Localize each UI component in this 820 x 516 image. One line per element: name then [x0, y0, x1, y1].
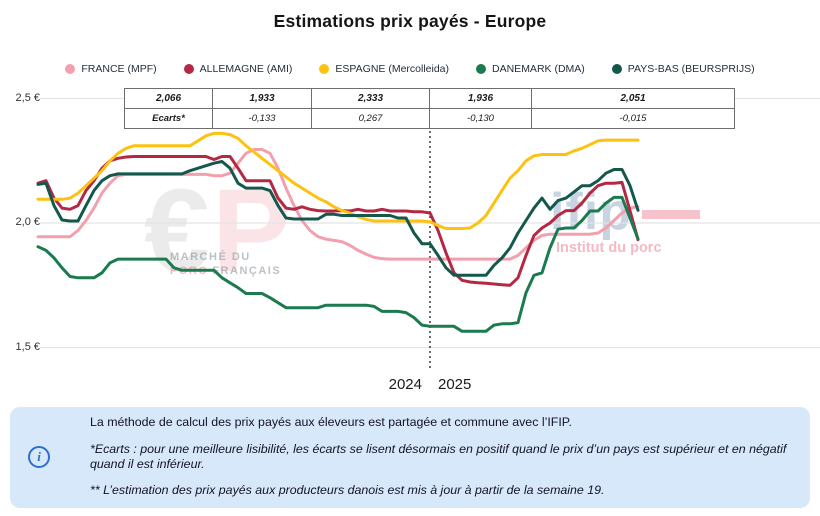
ecarts-label: Ecarts* — [124, 108, 213, 129]
ifip-logo: ifip — [550, 183, 632, 241]
mpf-watermark-p-icon: P — [212, 165, 291, 297]
price-chart — [36, 97, 820, 368]
ecart-paysbas: -0,015 — [531, 108, 735, 129]
x-label-2024: 2024 — [388, 376, 422, 393]
ifip-subtitle: Institut du porc — [556, 240, 662, 256]
mpf-watermark-line2b: FRANÇAIS — [207, 265, 282, 277]
mpf-watermark-line2a: PORC — [170, 265, 208, 277]
ecart-espagne: 0,267 — [311, 108, 430, 129]
legend-label-espagne: ESPAGNE (Mercolleida) — [335, 63, 450, 75]
series-line-espagne-mercolleida- — [36, 131, 640, 230]
series-line-france-mpf- — [36, 148, 640, 261]
legend-item-france: FRANCE (MPF) — [65, 63, 157, 75]
ecart-allemagne: -0,133 — [212, 108, 312, 129]
mpf-watermark-euro-icon: € — [144, 165, 210, 297]
info-icon: i — [28, 446, 50, 468]
y-tick-2-5: 2,5 € — [15, 92, 40, 104]
info-panel — [10, 407, 810, 508]
ecarts-row: Ecarts* -0,133 0,267 -0,130 -0,015 — [124, 108, 735, 129]
legend-dot-france — [65, 64, 76, 74]
value-danemark: 1,936 — [429, 88, 532, 109]
y-tick-1-5: 1,5 € — [15, 341, 40, 353]
ifip-logo-dash — [641, 210, 700, 219]
x-label-2025: 2025 — [438, 376, 472, 393]
mpf-watermark-text: MARCHÉ DU PORC FRANÇAIS — [170, 250, 281, 278]
y-tick-2-0: 2,0 € — [15, 216, 40, 228]
legend-label-danemark: DANEMARK (DMA) — [492, 63, 585, 75]
legend-dot-allemagne — [183, 64, 194, 74]
legend-item-espagne: ESPAGNE (Mercolleida) — [319, 63, 449, 75]
legend-item-paysbas: PAYS-BAS (BEURSPRIJS) — [611, 63, 755, 75]
latest-values-table: 2,066 1,933 2,333 1,936 2,051 Ecarts* -0… — [124, 88, 735, 129]
legend-item-allemagne: ALLEMAGNE (AMI) — [183, 63, 293, 75]
mpf-watermark-line1: MARCHÉ DU — [170, 251, 251, 263]
value-espagne: 2,333 — [311, 88, 430, 109]
series-line-danemark-dma- — [36, 195, 640, 333]
legend-label-allemagne: ALLEMAGNE (AMI) — [199, 63, 293, 75]
info-line-danish-note: ** L’estimation des prix payés aux produ… — [90, 483, 605, 497]
series-line-allemagne-ami- — [36, 155, 640, 287]
ifip-watermark: ifip Institut du porc — [550, 186, 700, 256]
page-title: Estimations prix payés - Europe — [273, 11, 547, 31]
legend-item-danemark: DANEMARK (DMA) — [476, 63, 585, 75]
legend-dot-espagne — [319, 64, 330, 74]
info-line-ecarts-note: *Ecarts : pour une meilleure lisibilité,… — [90, 442, 787, 471]
value-france: 2,066 — [124, 88, 213, 109]
legend-label-paysbas: PAYS-BAS (BEURSPRIJS) — [627, 63, 755, 75]
series-line-pays-bas-beursprijs- — [36, 160, 640, 277]
info-line-method: La méthode de calcul des prix payés aux … — [90, 415, 572, 429]
ecart-danemark: -0,130 — [429, 108, 532, 129]
legend-label-france: FRANCE (MPF) — [81, 63, 157, 75]
latest-values-row: 2,066 1,933 2,333 1,936 2,051 — [124, 88, 735, 109]
legend-dot-paysbas — [611, 64, 622, 74]
value-allemagne: 1,933 — [212, 88, 312, 109]
chart-legend: FRANCE (MPF) ALLEMAGNE (AMI) ESPAGNE (Me… — [0, 63, 820, 75]
value-paysbas: 2,051 — [531, 88, 735, 109]
legend-dot-danemark — [476, 64, 487, 74]
